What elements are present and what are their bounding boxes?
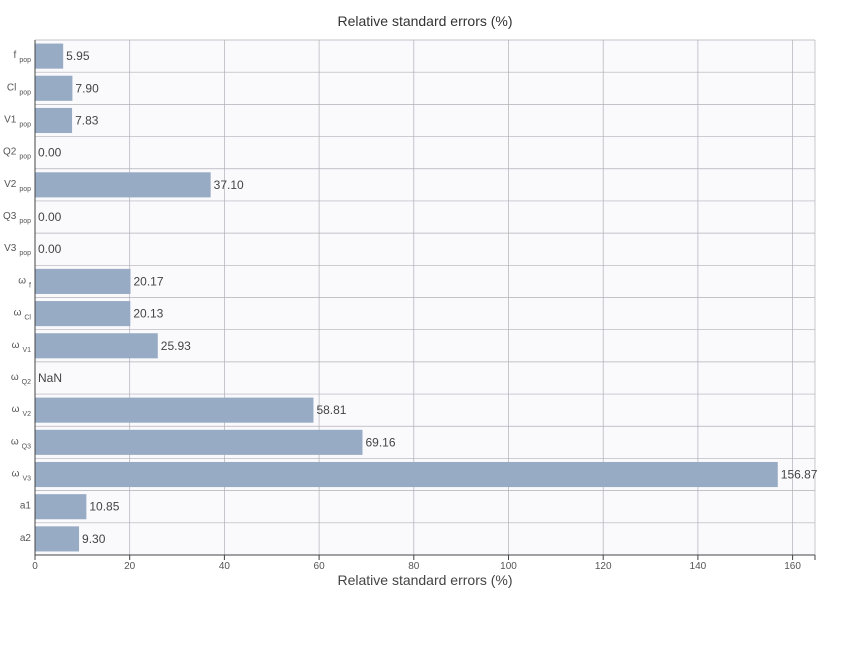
x-tick-label-3: 60 [314, 561, 326, 572]
bar-7 [35, 268, 131, 294]
category-label-10: ω Q2 [11, 372, 31, 386]
value-label-10: NaN [38, 371, 62, 385]
value-label-5: 0.00 [38, 210, 62, 224]
value-label-4: 37.10 [214, 178, 244, 192]
value-labels: 5.95 7.90 7.83 0.00 37.10 0.00 0.00 20.17 20.13 2… [38, 49, 818, 546]
category-label-8: ω Cl [14, 308, 32, 322]
category-label-6: V3 pop [4, 243, 31, 257]
x-tick-label-8: 160 [784, 561, 801, 572]
x-tick-label-6: 120 [595, 561, 612, 572]
bar-14 [35, 494, 87, 520]
category-labels: f pop Cl pop V1 pop Q2 pop V2 pop Q3 pop V3 pop ω f ω Cl ω… [3, 50, 31, 544]
value-label-14: 10.85 [89, 500, 119, 514]
category-label-3: Q2 pop [3, 147, 31, 161]
x-tick-label-7: 140 [690, 561, 707, 572]
category-label-1: Cl pop [7, 82, 31, 96]
category-label-11: ω V2 [12, 404, 31, 418]
category-label-2: V1 pop [4, 114, 31, 128]
value-label-1: 7.90 [75, 81, 99, 95]
value-label-9: 25.93 [161, 339, 191, 353]
bar-11 [35, 397, 314, 423]
value-label-7: 20.17 [134, 274, 164, 288]
value-label-2: 7.83 [75, 113, 99, 127]
value-label-15: 9.30 [82, 532, 106, 546]
bar-4 [35, 172, 211, 198]
bar-15 [35, 526, 80, 552]
category-label-0: f pop [14, 50, 32, 64]
value-label-13: 156.87 [781, 468, 818, 482]
value-label-12: 69.16 [365, 435, 395, 449]
grid-lines [34, 39, 816, 556]
x-tick-label-4: 80 [408, 561, 420, 572]
category-label-15: a2 [20, 533, 32, 544]
category-label-14: a1 [20, 501, 32, 512]
category-label-5: Q3 pop [3, 211, 31, 225]
category-label-4: V2 pop [4, 179, 31, 193]
x-tick-label-2: 40 [219, 561, 231, 572]
category-label-9: ω V1 [12, 340, 31, 354]
category-label-13: ω V3 [12, 469, 31, 483]
category-label-12: ω Q3 [11, 436, 31, 450]
bar-12 [35, 429, 363, 455]
value-label-8: 20.13 [133, 307, 163, 321]
bar-8 [35, 301, 131, 327]
x-tick-label-0: 0 [32, 561, 38, 572]
x-tick-label-5: 100 [500, 561, 517, 572]
bars-group [35, 43, 778, 552]
bar-0 [35, 43, 64, 69]
bar-13 [35, 461, 778, 488]
x-tick-label-1: 20 [124, 561, 136, 572]
x-axis: 0 20 40 60 80 100 120 140 160 [32, 40, 816, 572]
value-label-3: 0.00 [38, 146, 62, 160]
value-label-11: 58.81 [316, 403, 346, 417]
bar-2 [35, 107, 73, 134]
value-label-0: 5.95 [66, 49, 90, 63]
bar-9 [35, 333, 158, 359]
bar-1 [35, 75, 73, 101]
value-label-6: 0.00 [38, 242, 62, 256]
chart-title: Relative standard errors (%) [337, 13, 512, 29]
x-axis-label: Relative standard errors (%) [337, 572, 512, 588]
